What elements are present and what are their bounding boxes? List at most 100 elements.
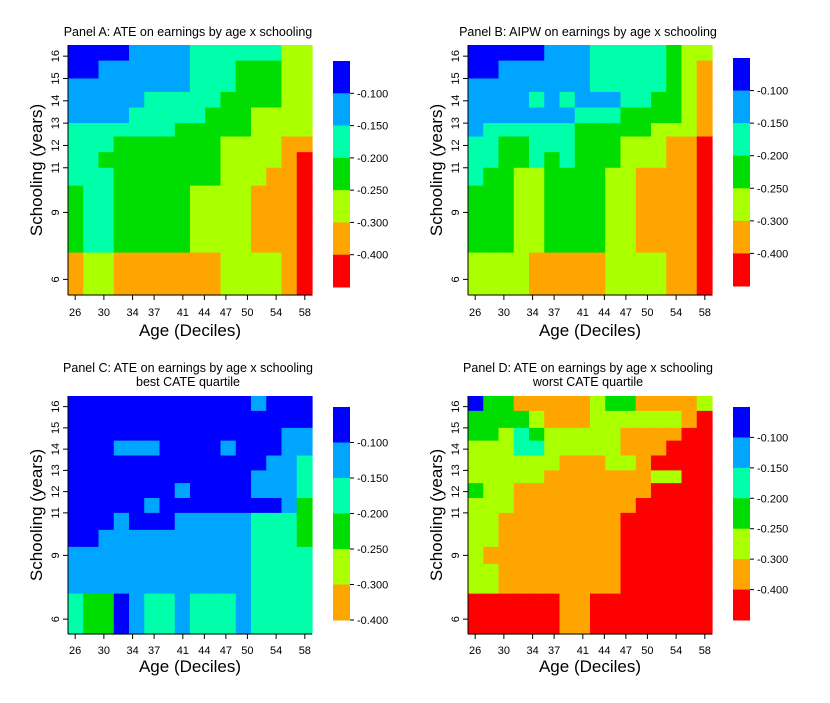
heatmap-cell	[98, 396, 115, 412]
legend-label: -0.300	[757, 216, 788, 228]
heatmap-cell	[251, 107, 267, 124]
heatmap-cell	[681, 78, 698, 93]
x-tick-label: 26	[69, 307, 81, 319]
y-tick-label: 14	[50, 95, 62, 107]
heatmap-cell	[574, 483, 591, 499]
heatmap-cell	[635, 470, 652, 484]
heatmap-cell	[190, 136, 206, 153]
heatmap-cell	[559, 185, 576, 205]
heatmap-cell	[544, 91, 561, 109]
heatmap-cell	[574, 152, 591, 169]
heatmap-cell	[651, 252, 667, 296]
heatmap-cell	[68, 529, 84, 548]
heatmap-cell	[205, 498, 222, 514]
legend-label: -0.200	[757, 151, 788, 163]
heatmap-cell	[251, 221, 267, 254]
heatmap-cell	[590, 45, 606, 62]
heatmap-cell	[620, 498, 637, 514]
heatmap-cell	[266, 107, 283, 124]
heatmap-cell	[498, 563, 515, 595]
heatmap-cell	[266, 529, 283, 548]
heatmap-cell	[83, 529, 100, 548]
heatmap-cell	[620, 410, 637, 429]
heatmap-cell	[544, 221, 561, 254]
heatmap-cell	[498, 410, 515, 429]
heatmap-cell	[159, 152, 176, 169]
heatmap-cell	[544, 136, 561, 153]
heatmap-cell	[529, 136, 545, 153]
heatmap-cell	[159, 252, 176, 296]
heatmap-cell	[68, 252, 84, 296]
heatmap-cell	[266, 410, 283, 429]
heatmap-cell	[498, 470, 515, 484]
heatmap-cell	[635, 123, 652, 138]
heatmap-cell	[83, 396, 100, 412]
heatmap-cell	[651, 60, 667, 80]
heatmap-cell	[68, 107, 84, 124]
heatmap-cell	[281, 546, 298, 565]
heatmap-cell	[129, 45, 145, 62]
heatmap-cell	[266, 427, 283, 442]
heatmap-cell	[281, 529, 298, 548]
x-tick-label: 41	[577, 307, 589, 319]
heatmap-cell	[281, 45, 298, 62]
heatmap-cell	[605, 455, 622, 471]
heatmap-cell	[144, 440, 161, 457]
heatmap-cell	[605, 78, 622, 93]
heatmap-cell	[129, 546, 145, 565]
heatmap-cell	[159, 221, 176, 254]
heatmap-cell	[559, 455, 576, 471]
heatmap-cell	[190, 529, 206, 548]
legend-swatch	[333, 254, 350, 288]
heatmap-cell	[205, 410, 222, 429]
heatmap-cell	[205, 483, 222, 499]
heatmap-cell	[529, 455, 545, 471]
heatmap-cell	[220, 483, 237, 499]
heatmap-cell	[483, 91, 500, 109]
heatmap-cell	[605, 203, 622, 222]
x-tick-label: 58	[299, 307, 311, 319]
heatmap-cell	[574, 78, 591, 93]
heatmap-cell	[235, 546, 252, 565]
heatmap-cell	[113, 593, 130, 635]
x-tick-label: 41	[577, 645, 589, 657]
heatmap-cell	[83, 470, 100, 484]
heatmap-cell	[83, 546, 100, 565]
heatmap-cell	[159, 123, 176, 138]
heatmap-cell	[696, 483, 713, 499]
heatmap-cell	[159, 440, 176, 457]
heatmap-cell	[190, 563, 206, 595]
heatmap-cell	[529, 45, 545, 62]
heatmap-cell	[235, 45, 252, 62]
heatmap-cell	[620, 593, 637, 635]
heatmap-cell	[498, 185, 515, 205]
x-axis-label: Age (Deciles)	[539, 657, 641, 676]
heatmap-cell	[174, 593, 191, 635]
heatmap-cell	[281, 185, 298, 205]
heatmap-cell	[68, 410, 84, 429]
heatmap-cell	[220, 455, 237, 471]
heatmap-cell	[651, 593, 667, 635]
heatmap-cell	[251, 440, 267, 457]
heatmap-cell	[605, 512, 622, 531]
heatmap-cell	[159, 563, 176, 595]
y-axis-label: Schooling (years)	[427, 449, 446, 581]
heatmap-cell	[529, 185, 545, 205]
y-tick-label: 13	[50, 464, 62, 476]
heatmap-cell	[666, 440, 683, 457]
heatmap-cell	[174, 60, 191, 80]
heatmap-cell	[696, 455, 713, 471]
heatmap-cell	[220, 252, 237, 296]
heatmap-cell	[205, 167, 222, 187]
heatmap-cell	[113, 167, 130, 187]
heatmap-cell	[483, 440, 500, 457]
heatmap-cell	[559, 45, 576, 62]
heatmap-cell	[605, 152, 622, 169]
heatmap-cell	[205, 152, 222, 169]
heatmap-cell	[190, 593, 206, 635]
heatmap-cell	[651, 152, 667, 169]
heatmap-cell	[281, 483, 298, 499]
heatmap-cell	[266, 203, 283, 222]
heatmap-cell	[574, 593, 591, 635]
heatmap-cell	[529, 152, 545, 169]
